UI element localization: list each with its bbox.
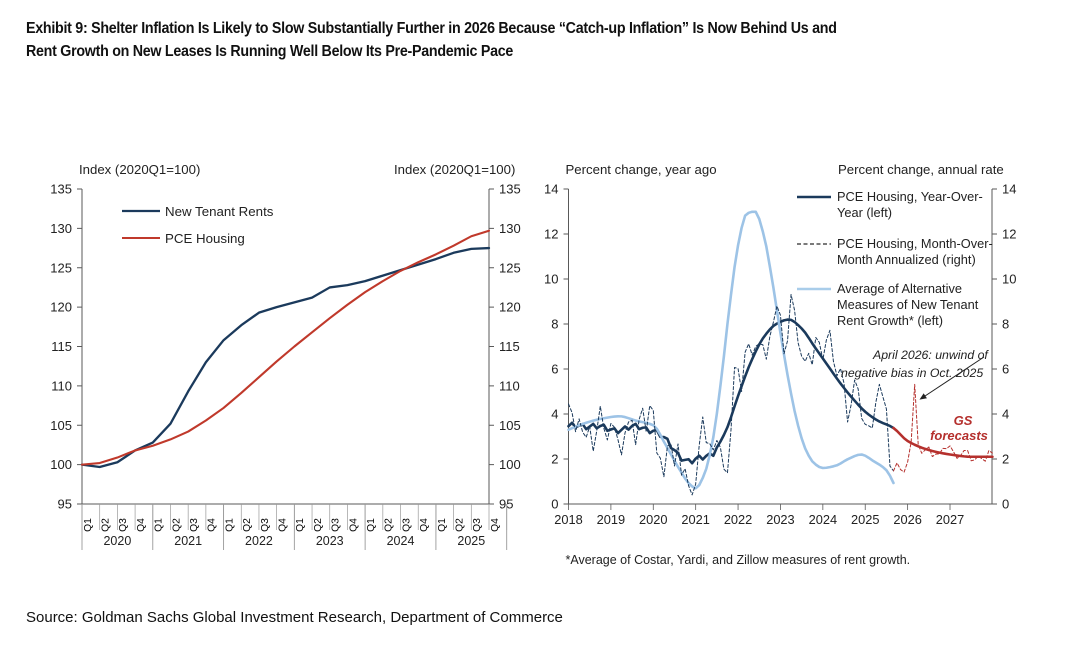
svg-text:2027: 2027 bbox=[936, 512, 964, 527]
svg-text:2023: 2023 bbox=[316, 534, 344, 548]
svg-text:Q1: Q1 bbox=[366, 518, 377, 532]
svg-text:115: 115 bbox=[51, 339, 72, 354]
svg-text:4: 4 bbox=[1002, 407, 1009, 422]
svg-text:2: 2 bbox=[1002, 452, 1009, 467]
svg-text:Q1: Q1 bbox=[83, 518, 94, 532]
svg-text:2021: 2021 bbox=[174, 534, 202, 548]
svg-text:New Tenant Rents: New Tenant Rents bbox=[165, 204, 274, 219]
svg-text:PCE Housing, Year-Over-: PCE Housing, Year-Over- bbox=[837, 189, 983, 204]
svg-text:Q2: Q2 bbox=[454, 518, 465, 532]
svg-text:Q2: Q2 bbox=[384, 518, 395, 532]
svg-text:95: 95 bbox=[58, 497, 72, 512]
svg-text:Q1: Q1 bbox=[295, 518, 306, 532]
svg-text:Q4: Q4 bbox=[207, 518, 218, 532]
svg-text:GS: GS bbox=[954, 413, 973, 428]
svg-text:Q2: Q2 bbox=[101, 518, 112, 532]
svg-text:120: 120 bbox=[499, 300, 521, 315]
svg-text:110: 110 bbox=[51, 378, 72, 393]
svg-text:Year (left): Year (left) bbox=[837, 205, 892, 220]
svg-text:PCE Housing: PCE Housing bbox=[165, 231, 245, 246]
svg-text:Percent change, annual rate: Percent change, annual rate bbox=[838, 162, 1004, 177]
svg-text:2023: 2023 bbox=[766, 512, 794, 527]
svg-text:2019: 2019 bbox=[597, 512, 625, 527]
svg-text:6: 6 bbox=[1002, 362, 1009, 377]
svg-text:100: 100 bbox=[50, 457, 72, 472]
svg-text:8: 8 bbox=[1002, 317, 1009, 332]
svg-text:Average of Alternative: Average of Alternative bbox=[837, 281, 962, 296]
svg-text:95: 95 bbox=[499, 497, 513, 512]
svg-text:Q1: Q1 bbox=[224, 518, 235, 532]
svg-text:115: 115 bbox=[499, 339, 520, 354]
svg-text:2025: 2025 bbox=[457, 534, 485, 548]
svg-text:Q1: Q1 bbox=[154, 518, 165, 532]
svg-text:2021: 2021 bbox=[681, 512, 709, 527]
svg-text:2025: 2025 bbox=[851, 512, 879, 527]
svg-text:Q3: Q3 bbox=[260, 518, 271, 532]
svg-text:Measures of New Tenant: Measures of New Tenant bbox=[837, 297, 979, 312]
svg-text:14: 14 bbox=[1002, 182, 1016, 197]
svg-text:2022: 2022 bbox=[724, 512, 752, 527]
svg-text:forecasts: forecasts bbox=[930, 428, 988, 443]
svg-text:125: 125 bbox=[499, 260, 521, 275]
svg-text:PCE Housing, Month-Over-: PCE Housing, Month-Over- bbox=[837, 236, 993, 251]
svg-text:Index (2020Q1=100): Index (2020Q1=100) bbox=[394, 162, 515, 177]
svg-text:Index (2020Q1=100): Index (2020Q1=100) bbox=[79, 162, 200, 177]
svg-text:6: 6 bbox=[551, 362, 558, 377]
svg-text:Q3: Q3 bbox=[331, 518, 342, 532]
svg-text:Q4: Q4 bbox=[348, 518, 359, 532]
svg-text:8: 8 bbox=[551, 317, 558, 332]
svg-text:12: 12 bbox=[544, 227, 558, 242]
svg-text:4: 4 bbox=[551, 407, 558, 422]
svg-text:130: 130 bbox=[50, 221, 72, 236]
svg-text:Percent change, year ago: Percent change, year ago bbox=[566, 162, 717, 177]
svg-text:110: 110 bbox=[499, 378, 520, 393]
svg-text:Q2: Q2 bbox=[313, 518, 324, 532]
svg-text:negative bias in Oct. 2025: negative bias in Oct. 2025 bbox=[841, 366, 983, 380]
svg-text:Q3: Q3 bbox=[401, 518, 412, 532]
svg-text:2020: 2020 bbox=[103, 534, 131, 548]
svg-text:2024: 2024 bbox=[809, 512, 837, 527]
svg-text:Rent Growth* (left): Rent Growth* (left) bbox=[837, 313, 943, 328]
svg-text:April 2026: unwind of: April 2026: unwind of bbox=[872, 348, 989, 362]
svg-text:Q4: Q4 bbox=[419, 518, 430, 532]
svg-text:Q4: Q4 bbox=[136, 518, 147, 532]
svg-text:135: 135 bbox=[50, 182, 72, 197]
svg-text:Q4: Q4 bbox=[490, 518, 501, 532]
svg-text:130: 130 bbox=[499, 221, 521, 236]
svg-text:0: 0 bbox=[1002, 497, 1009, 512]
svg-text:2020: 2020 bbox=[639, 512, 667, 527]
svg-text:10: 10 bbox=[544, 272, 558, 287]
svg-text:Q1: Q1 bbox=[437, 518, 448, 532]
svg-text:14: 14 bbox=[544, 182, 558, 197]
svg-text:100: 100 bbox=[499, 457, 521, 472]
svg-text:*Average of Costar, Yardi, and: *Average of Costar, Yardi, and Zillow me… bbox=[566, 553, 911, 567]
svg-text:120: 120 bbox=[50, 300, 72, 315]
svg-text:105: 105 bbox=[50, 418, 72, 433]
svg-text:Q3: Q3 bbox=[118, 518, 129, 532]
svg-text:2024: 2024 bbox=[387, 534, 415, 548]
svg-text:Q4: Q4 bbox=[278, 518, 289, 532]
svg-text:Month Annualized (right): Month Annualized (right) bbox=[837, 252, 976, 267]
svg-text:2018: 2018 bbox=[554, 512, 582, 527]
svg-text:135: 135 bbox=[499, 182, 521, 197]
svg-text:Q3: Q3 bbox=[472, 518, 483, 532]
svg-text:12: 12 bbox=[1002, 227, 1016, 242]
svg-text:2022: 2022 bbox=[245, 534, 273, 548]
svg-text:Q2: Q2 bbox=[171, 518, 182, 532]
svg-text:2026: 2026 bbox=[893, 512, 921, 527]
svg-text:0: 0 bbox=[551, 497, 558, 512]
svg-text:125: 125 bbox=[50, 260, 72, 275]
svg-text:105: 105 bbox=[499, 418, 521, 433]
svg-text:10: 10 bbox=[1002, 272, 1016, 287]
svg-text:2: 2 bbox=[551, 452, 558, 467]
svg-text:Q3: Q3 bbox=[189, 518, 200, 532]
svg-text:Q2: Q2 bbox=[242, 518, 253, 532]
